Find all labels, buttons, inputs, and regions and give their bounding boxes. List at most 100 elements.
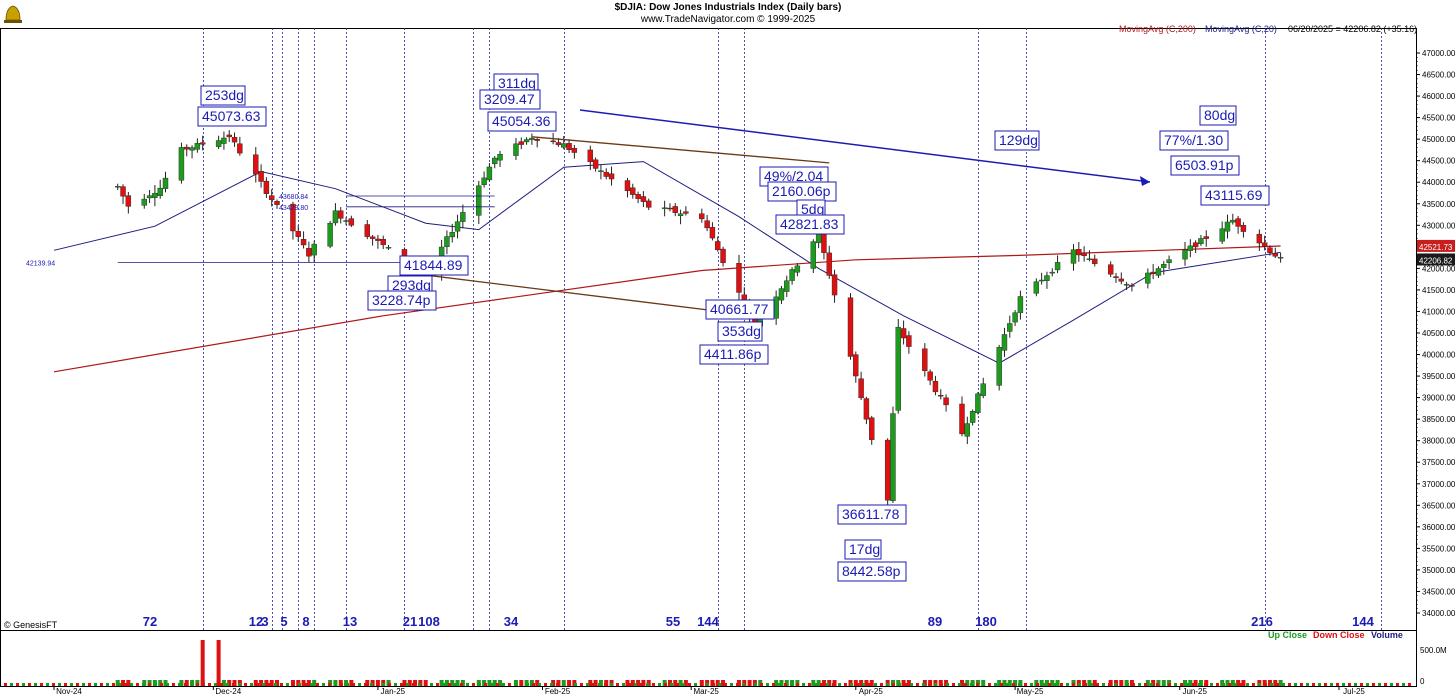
volume-baseline-tick <box>274 683 277 686</box>
bell-logo-base <box>4 20 22 23</box>
volume-baseline-tick <box>1168 683 1171 686</box>
volume-bar <box>1002 680 1007 686</box>
up-candle <box>789 269 795 281</box>
volume-bar <box>1267 680 1272 686</box>
annotation-text: 36611.78 <box>842 506 900 522</box>
up-candle <box>1161 263 1167 268</box>
volume-baseline-tick <box>1312 683 1315 686</box>
legend-ma200: MovingAvg (C,200) <box>1119 24 1196 34</box>
volume-baseline-tick <box>124 683 127 686</box>
volume-baseline-tick <box>322 683 325 686</box>
volume-baseline-tick <box>82 683 85 686</box>
volume-bar <box>673 680 678 686</box>
down-candle <box>709 227 716 239</box>
volume-baseline-tick <box>34 683 37 686</box>
annotation-box: 77%/1.30 <box>1159 130 1229 151</box>
volume-bar <box>901 680 906 686</box>
annotation-box: 45054.36 <box>487 111 557 132</box>
annotation-box: 8442.58p <box>837 561 907 582</box>
up-candle <box>162 177 169 189</box>
annotation-frame <box>1159 130 1229 151</box>
down-candle <box>566 143 572 150</box>
volume-bar <box>269 680 274 686</box>
volume-baseline-tick <box>364 683 367 686</box>
y-tick-label: 45000.00 <box>1422 135 1456 144</box>
volume-baseline-tick <box>874 683 877 686</box>
volume-baseline-tick <box>1060 683 1063 686</box>
down-candle <box>1092 258 1098 264</box>
volume-baseline-tick <box>178 683 181 686</box>
volume-baseline-tick <box>574 683 577 686</box>
annotation-box: 2160.06p <box>767 181 837 202</box>
volume-baseline-tick <box>748 683 751 686</box>
volume-bar <box>402 680 407 686</box>
volume-baseline-tick <box>700 683 703 686</box>
volume-baseline-tick <box>1090 683 1093 686</box>
volume-baseline-tick <box>826 683 829 686</box>
down-candle <box>592 159 599 169</box>
up-candle <box>1145 272 1151 284</box>
volume-baseline-tick <box>1132 683 1135 686</box>
volume-baseline-tick <box>136 683 139 686</box>
volume-bar <box>121 680 126 686</box>
annotation-text: 45054.36 <box>492 113 551 129</box>
annotation-frame <box>479 89 541 110</box>
volume-bar <box>529 680 534 686</box>
volume-baseline-tick <box>370 683 373 686</box>
volume-bar <box>163 680 168 686</box>
volume-baseline-tick <box>694 683 697 686</box>
volume-bar <box>1278 680 1283 686</box>
volume-bar <box>853 680 858 686</box>
x-tick-label: May-25 <box>1017 687 1044 696</box>
up-candle <box>141 198 147 206</box>
volume-baseline-tick <box>964 683 967 686</box>
annotation-box: 41844.89 <box>399 255 469 276</box>
up-candle <box>332 210 339 224</box>
volume-baseline-tick <box>232 683 235 686</box>
volume-bar <box>667 680 672 686</box>
annotation-frame <box>705 299 775 320</box>
volume-baseline-tick <box>742 683 745 686</box>
volume-baseline-tick <box>838 683 841 686</box>
annotation-frame <box>775 214 845 235</box>
down-candle <box>1118 278 1124 282</box>
annotation-frame <box>1170 155 1240 176</box>
annotation-frame <box>367 290 437 311</box>
volume-baseline-tick <box>1390 683 1393 686</box>
volume-bar <box>1129 680 1134 686</box>
volume-baseline-tick <box>562 683 565 686</box>
volume-baseline-tick <box>70 683 73 686</box>
volume-baseline-tick <box>970 683 973 686</box>
down-candle <box>927 371 933 381</box>
volume-group <box>4 640 1411 686</box>
annotation-text: 77%/1.30 <box>1164 132 1223 148</box>
down-candle <box>1256 233 1263 244</box>
volume-baseline-tick <box>862 683 865 686</box>
down-candle <box>587 149 594 163</box>
volume-baseline-tick <box>118 683 121 686</box>
volume-bar <box>1007 680 1012 686</box>
volume-baseline-tick <box>340 683 343 686</box>
bell-logo-icon <box>4 5 22 23</box>
down-candle <box>1240 225 1247 232</box>
up-candle <box>115 186 121 188</box>
volume-bar <box>275 680 280 686</box>
down-candle <box>831 274 838 296</box>
volume-baseline-tick <box>1102 683 1105 686</box>
up-candle <box>890 413 896 501</box>
volume-baseline-tick <box>508 683 511 686</box>
annotation-box: 311dg <box>493 73 539 94</box>
down-candle <box>1261 242 1268 247</box>
volume-baseline-tick <box>1180 683 1183 686</box>
annotation-frame <box>699 344 769 365</box>
annotation-text: 3209.47 <box>484 91 535 107</box>
up-candle <box>529 137 535 140</box>
volume-baseline-tick <box>754 683 757 686</box>
annotation-text: 129dg <box>999 132 1038 148</box>
volume-baseline-tick <box>196 683 199 686</box>
volume-baseline-tick <box>148 683 151 686</box>
up-candle <box>1054 262 1061 271</box>
volume-baseline-tick <box>886 683 889 686</box>
annotation-frame <box>717 321 763 342</box>
up-candle <box>1038 279 1045 282</box>
